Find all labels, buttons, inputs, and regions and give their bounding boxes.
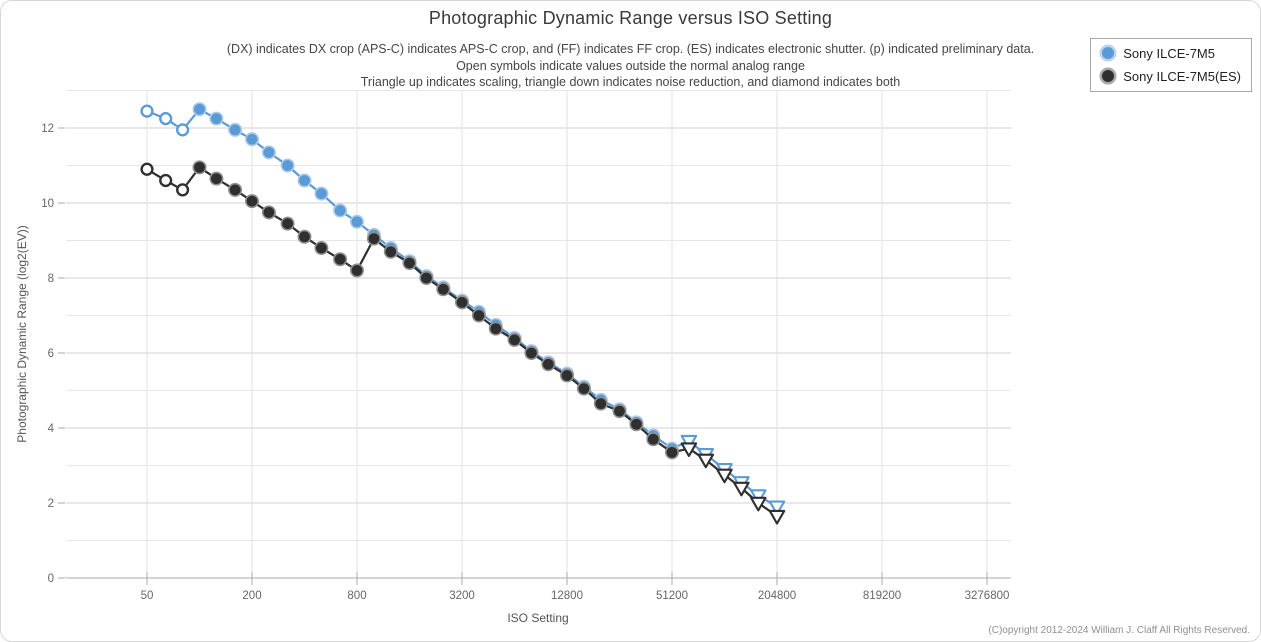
subtitle-line-3: Triangle up indicates scaling, triangle … — [360, 75, 901, 89]
data-point-open-circle — [175, 183, 190, 197]
data-point-open-circle — [175, 123, 190, 137]
svg-text:50: 50 — [141, 590, 154, 602]
data-point-circle — [333, 252, 348, 267]
chart-title: Photographic Dynamic Range versus ISO Se… — [428, 8, 833, 28]
data-point-open-circle — [159, 112, 173, 126]
data-point-circle — [333, 203, 348, 218]
svg-text:51200: 51200 — [656, 590, 688, 602]
data-point-circle — [593, 396, 608, 411]
data-point-triangle-down — [697, 453, 715, 469]
data-point-circle — [280, 158, 295, 173]
data-point-triangle-down — [680, 434, 698, 450]
svg-text:819200: 819200 — [863, 590, 901, 602]
data-point-circle — [664, 445, 679, 460]
svg-text:4: 4 — [48, 423, 55, 435]
data-point-circle — [192, 160, 207, 175]
data-point-circle — [209, 111, 224, 126]
svg-text:3200: 3200 — [449, 590, 475, 602]
data-point-circle — [228, 182, 243, 197]
axis-ticks-and-labels: 50 200 800 3200 12800 51200 204800 819200 327680… — [41, 123, 1009, 602]
data-point-circle — [629, 417, 644, 432]
data-point-circle — [454, 295, 469, 310]
data-point-triangle-down — [716, 468, 733, 484]
chart-subtitle: (DX) indicates DX crop (APS-C) indicates… — [1, 41, 1260, 91]
data-point-circle — [297, 173, 312, 188]
svg-text:3276800: 3276800 — [965, 590, 1010, 602]
data-point-circle — [297, 229, 312, 244]
data-point-triangle-down — [733, 481, 750, 497]
svg-text:200: 200 — [242, 590, 261, 602]
svg-text:12800: 12800 — [551, 590, 583, 602]
svg-text:204800: 204800 — [758, 590, 796, 602]
data-point-circle — [402, 256, 417, 271]
svg-text:10: 10 — [41, 198, 54, 210]
gridlines — [66, 90, 1011, 579]
data-point-triangle-down — [768, 500, 786, 516]
legend-label: Sony ILCE-7M5 — [1123, 45, 1215, 61]
series-Sony ILCE-7M5(ES) — [140, 160, 786, 525]
data-point-circle — [366, 231, 381, 246]
legend-item-ilce7m5: Sony ILCE-7M5 — [1099, 43, 1241, 63]
svg-text:2: 2 — [48, 498, 54, 510]
data-point-circle — [349, 263, 364, 278]
series-blue-marker-icon — [1102, 47, 1115, 59]
copyright-text: (C)opyright 2012-2024 William J. Claff A… — [988, 625, 1250, 636]
legend: Sony ILCE-7M5 Sony ILCE-7M5(ES) — [1090, 38, 1252, 92]
data-point-circle — [471, 308, 486, 323]
legend-label: Sony ILCE-7M5(ES) — [1123, 68, 1241, 84]
data-point-circle — [261, 145, 276, 160]
data-series — [140, 102, 786, 525]
series-dark-marker-icon — [1102, 70, 1115, 82]
data-point-circle — [209, 171, 224, 186]
data-point-circle — [383, 244, 398, 259]
data-point-circle — [245, 132, 260, 147]
data-point-circle — [436, 282, 451, 297]
data-point-open-circle — [159, 173, 173, 188]
data-point-circle — [261, 205, 276, 220]
data-point-triangle-down — [768, 509, 786, 525]
svg-text:800: 800 — [347, 590, 366, 602]
data-point-circle — [488, 321, 503, 336]
data-point-circle — [612, 404, 627, 419]
svg-text:0: 0 — [48, 573, 54, 585]
data-point-circle — [507, 332, 522, 347]
data-point-triangle-down — [750, 489, 767, 504]
data-point-circle — [192, 102, 207, 117]
data-point-open-circle — [140, 104, 154, 118]
legend-item-ilce7m5-es: Sony ILCE-7M5(ES) — [1099, 66, 1241, 86]
svg-text:6: 6 — [48, 348, 54, 360]
data-point-circle — [314, 186, 329, 201]
data-point-triangle-down — [750, 496, 767, 512]
data-point-circle — [541, 357, 556, 372]
data-point-open-circle — [140, 162, 154, 176]
data-point-circle — [524, 345, 539, 360]
data-point-circle — [280, 216, 295, 231]
data-point-circle — [314, 241, 329, 256]
svg-text:12: 12 — [41, 123, 54, 135]
subtitle-line-2: Open symbols indicate values outside the… — [456, 58, 805, 73]
data-point-circle — [245, 194, 260, 209]
subtitle-line-1: (DX) indicates DX crop (APS-C) indicates… — [226, 42, 1035, 56]
data-point-triangle-down — [680, 442, 698, 458]
data-point-circle — [646, 432, 661, 447]
svg-text:8: 8 — [48, 273, 54, 285]
y-axis-title: Photographic Dynamic Range (log2(EV)) — [15, 225, 29, 442]
data-point-circle — [349, 214, 364, 229]
data-point-circle — [419, 270, 434, 285]
data-point-circle — [559, 368, 574, 383]
x-axis-title: ISO Setting — [507, 611, 568, 625]
data-point-circle — [576, 381, 591, 396]
data-point-circle — [228, 122, 243, 137]
